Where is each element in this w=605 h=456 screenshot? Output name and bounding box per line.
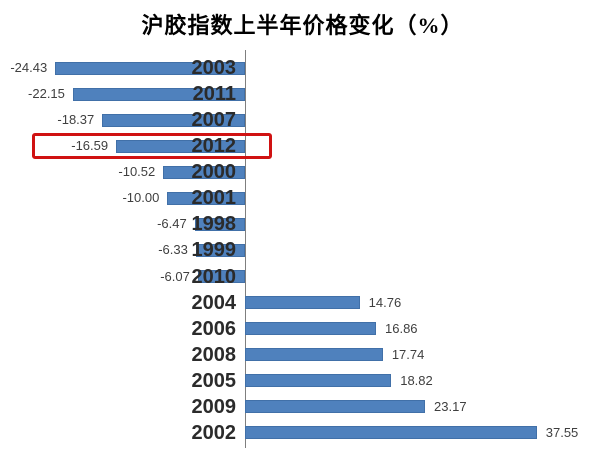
value-label-2011: -22.15 <box>28 86 65 102</box>
value-label-2009: 23.17 <box>434 398 467 414</box>
value-label-2002: 37.55 <box>545 424 579 440</box>
value-label-2008: 17.74 <box>391 346 425 362</box>
bar-2000 <box>163 165 245 179</box>
bar-1999 <box>195 243 245 257</box>
category-label-1999: 1999 <box>191 239 237 262</box>
category-label-2003: 2003 <box>191 57 237 79</box>
category-label-2007: 2007 <box>191 109 237 132</box>
category-label-2012: 2012 <box>191 135 237 158</box>
bar-1998 <box>194 217 245 231</box>
category-label-2011: 2011 <box>192 83 236 106</box>
category-label-2008: 2008 <box>191 343 237 366</box>
bar-2002 <box>245 426 537 440</box>
bar-2004 <box>245 296 360 310</box>
bar-2005 <box>245 374 392 388</box>
category-label-2010: 2010 <box>191 265 237 288</box>
category-label-2001: 2001 <box>191 187 237 210</box>
category-label-2006: 2006 <box>191 317 237 340</box>
value-label-2006: 16.86 <box>385 320 418 336</box>
chart-title: 沪胶指数上半年价格变化（%） <box>141 13 464 38</box>
category-label-2005: 2005 <box>191 369 237 392</box>
value-label-2000: -10.52 <box>118 164 156 180</box>
category-label-2000: 2000 <box>191 161 237 184</box>
category-label-2009: 2009 <box>191 395 237 418</box>
bar-2009 <box>245 400 426 414</box>
value-label-2005: 18.82 <box>400 372 433 388</box>
highlight-box-2012 <box>32 133 272 160</box>
bar-2012 <box>116 139 245 153</box>
bar-2006 <box>245 322 376 336</box>
value-label-2012: -16.59 <box>71 138 109 154</box>
value-label-1998: -6.47 <box>157 216 187 232</box>
value-label-2007: -18.37 <box>57 112 95 128</box>
value-label-2001: -10.00 <box>122 190 160 206</box>
bar-2010 <box>197 270 245 284</box>
bar-2008 <box>245 348 383 362</box>
y-axis-line <box>245 50 246 448</box>
category-label-2004: 2004 <box>191 291 237 314</box>
category-label-1998: 1998 <box>191 213 237 236</box>
bar-2011 <box>72 87 245 101</box>
value-label-2003: -24.43 <box>10 60 48 75</box>
bar-2003 <box>55 61 245 75</box>
value-label-1999: -6.33 <box>158 242 188 258</box>
bar-2001 <box>167 191 245 205</box>
bar-2007 <box>102 113 245 127</box>
value-label-2004: 14.76 <box>368 294 402 310</box>
category-label-2002: 2002 <box>191 421 237 444</box>
value-label-2010: -6.07 <box>160 268 190 284</box>
